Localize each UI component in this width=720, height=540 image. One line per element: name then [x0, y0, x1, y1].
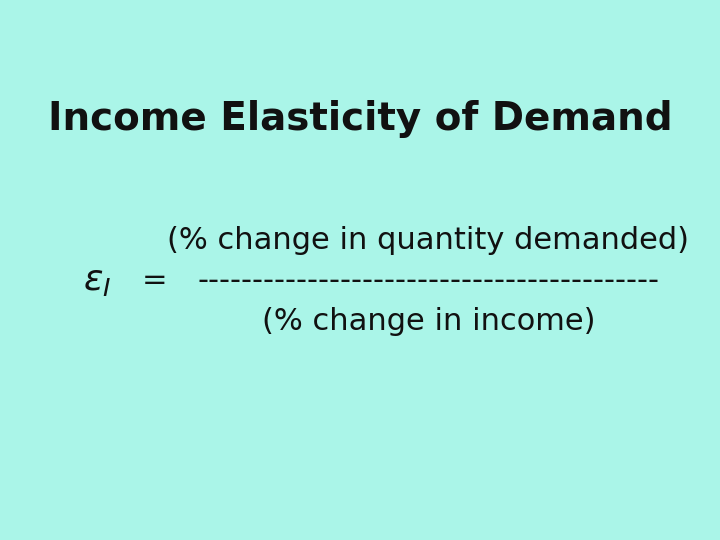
Text: (% change in income): (% change in income) — [261, 307, 595, 336]
Text: ------------------------------------------: ----------------------------------------… — [197, 266, 660, 295]
Text: Income Elasticity of Demand: Income Elasticity of Demand — [48, 100, 672, 138]
Text: (% change in quantity demanded): (% change in quantity demanded) — [167, 226, 690, 255]
Text: =: = — [142, 266, 168, 295]
Text: $\varepsilon_I$: $\varepsilon_I$ — [83, 264, 112, 298]
